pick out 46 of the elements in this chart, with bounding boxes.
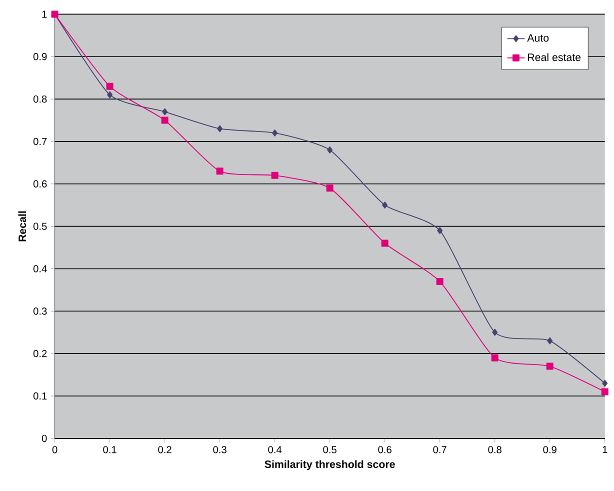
x-tick-label: 0.6 — [378, 446, 392, 454]
y-tick-label: 0 — [42, 434, 47, 442]
x-axis-title: Similarity threshold score — [264, 460, 395, 470]
point — [271, 172, 278, 179]
point — [107, 91, 113, 98]
y-tick-label: 0.3 — [33, 307, 47, 315]
legend-label: Real estate — [528, 53, 581, 61]
point — [217, 125, 223, 132]
point — [381, 240, 388, 247]
point — [437, 226, 443, 234]
point — [161, 116, 168, 124]
point — [106, 82, 114, 90]
point — [547, 337, 553, 344]
y-tick-label: 1 — [42, 10, 47, 18]
point — [492, 328, 498, 336]
point — [216, 168, 224, 175]
x-tick-label: 0.3 — [213, 446, 226, 454]
x-tick-label: 0 — [52, 446, 58, 454]
y-tick-label: 0.9 — [33, 52, 47, 60]
x-tick-label: 0.9 — [543, 446, 556, 454]
point — [327, 146, 333, 154]
point — [382, 202, 388, 209]
legend-label: Auto — [527, 34, 549, 42]
x-tick-label: 1 — [602, 446, 608, 453]
y-tick-label: 0.7 — [33, 138, 47, 145]
y-tick-label: 0.2 — [33, 350, 47, 358]
x-tick-label: 0.7 — [433, 446, 446, 454]
y-tick-label: 0.4 — [33, 265, 47, 272]
x-tick-label: 0.1 — [103, 446, 116, 454]
y-tick-label: 0.1 — [33, 392, 47, 400]
point — [272, 129, 278, 136]
x-tick-label: 0.8 — [488, 446, 502, 454]
point — [436, 278, 444, 285]
x-tick-label: 0.5 — [323, 446, 336, 454]
x-tick-label: 0.2 — [158, 446, 172, 454]
y-tick-label: 0.6 — [33, 180, 47, 188]
y-axis-title: Recall — [18, 211, 26, 242]
point — [602, 380, 608, 387]
y-tick-label: 0.8 — [33, 95, 47, 103]
y-tick-label: 0.5 — [33, 222, 47, 230]
x-tick-label: 0.4 — [268, 446, 282, 454]
point — [491, 354, 498, 362]
point — [162, 108, 168, 116]
point — [546, 362, 554, 370]
point — [601, 388, 608, 396]
point — [326, 184, 334, 192]
